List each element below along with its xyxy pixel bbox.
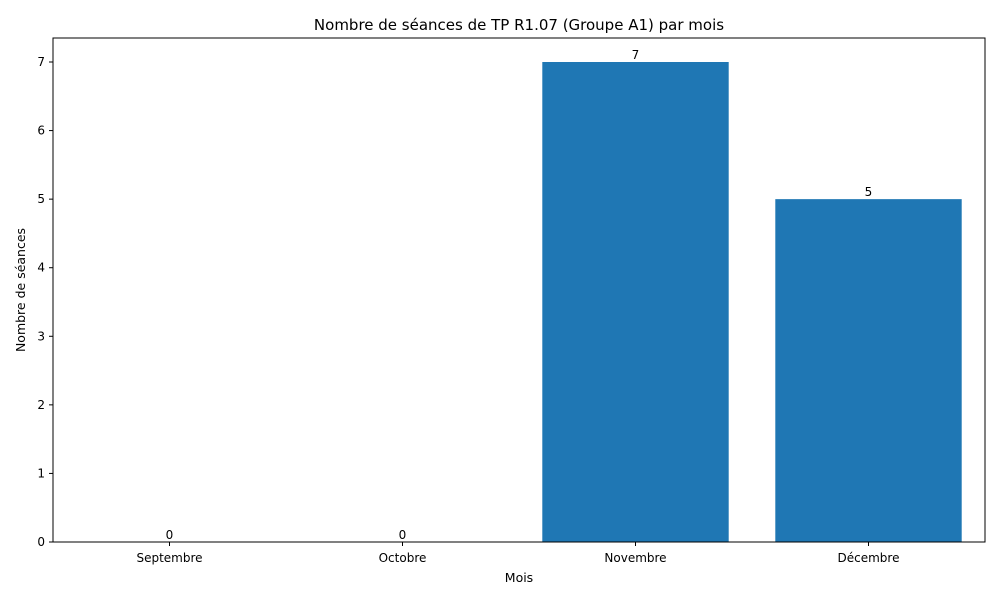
plot-frame — [52, 37, 986, 543]
data-label: 0 — [166, 528, 174, 542]
y-tick-label: 4 — [37, 261, 45, 275]
y-tick-label: 2 — [37, 398, 45, 412]
y-tick-label: 1 — [37, 466, 45, 480]
x-tick-label: Septembre — [136, 551, 202, 565]
x-tick-label: Octobre — [379, 551, 427, 565]
data-label: 7 — [632, 48, 640, 62]
plot-area: 0 Septembre 0 Octobre 7 Novembre 5 Décembre 0 1 2 3… — [37, 37, 986, 565]
y-tick-label: 0 — [37, 535, 45, 549]
x-tick-label: Décembre — [838, 551, 900, 565]
data-label: 0 — [399, 528, 407, 542]
y-tick-label: 5 — [37, 192, 45, 206]
x-axis-label: Mois — [505, 570, 533, 585]
y-tick-label: 7 — [37, 55, 45, 69]
chart-title: Nombre de séances de TP R1.07 (Groupe A1… — [314, 16, 724, 34]
data-label: 5 — [865, 185, 873, 199]
x-tick-label: Novembre — [604, 551, 666, 565]
bar — [542, 62, 729, 542]
y-tick-label: 3 — [37, 329, 45, 343]
y-tick-label: 6 — [37, 124, 45, 138]
bar — [775, 199, 962, 542]
y-axis-label: Nombre de séances — [13, 228, 28, 352]
